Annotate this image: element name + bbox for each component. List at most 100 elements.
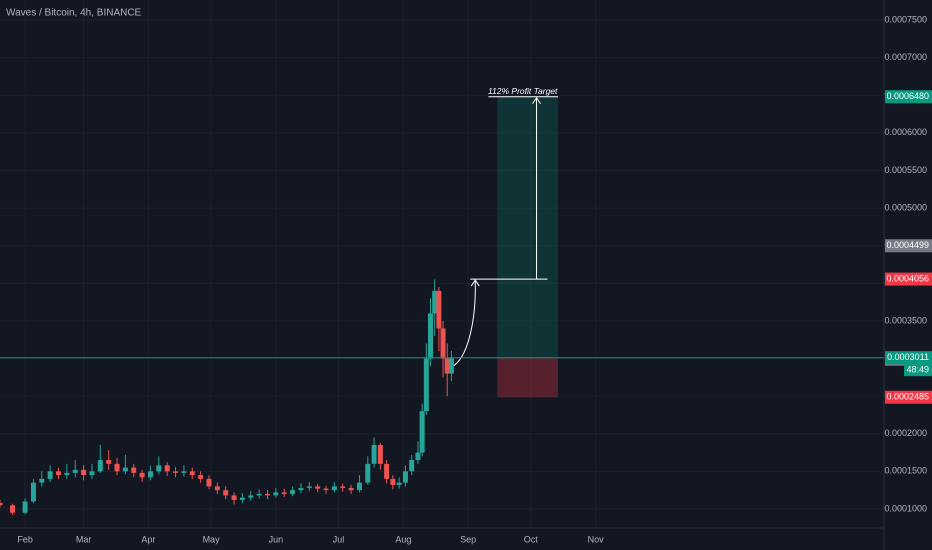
candle-body xyxy=(89,471,95,476)
candle-body xyxy=(256,493,262,496)
candle-body xyxy=(156,465,162,472)
candle-body xyxy=(198,475,204,479)
price-tag-bg xyxy=(885,239,932,253)
candle-body xyxy=(323,488,329,491)
candle-body xyxy=(147,471,153,478)
candle-body xyxy=(106,460,112,464)
price-tag: 0.0004056 xyxy=(886,273,929,283)
current-price-tag: 0.0003011 xyxy=(887,352,929,362)
candle-body xyxy=(164,465,170,472)
x-tick-label: Mar xyxy=(76,534,92,544)
candle-body xyxy=(281,492,287,494)
candle-body xyxy=(231,495,237,500)
y-tick-label: 0.0007000 xyxy=(884,52,927,62)
candle-body xyxy=(189,471,195,476)
y-tick-label: 0.0005500 xyxy=(884,165,927,175)
candle-body xyxy=(415,452,421,461)
candle-body xyxy=(30,482,36,502)
annotation: 112% Profit Target xyxy=(488,86,558,96)
candle-body xyxy=(390,478,396,485)
candle-body xyxy=(428,313,434,359)
candle-body xyxy=(436,290,442,329)
y-tick-label: 0.0003500 xyxy=(884,315,927,325)
candle-body xyxy=(97,460,103,472)
y-tick-label: 0.0007500 xyxy=(884,14,927,24)
y-tick-label: 0.0001500 xyxy=(884,466,927,476)
y-tick-label: 0.0005000 xyxy=(884,202,927,212)
candle-body xyxy=(348,487,354,491)
current-price-tag-bg xyxy=(885,351,932,365)
candle-body xyxy=(340,486,346,488)
x-tick-label: Feb xyxy=(17,534,33,544)
x-tick-label: Apr xyxy=(141,534,155,544)
candle-body xyxy=(181,471,187,473)
candle-body xyxy=(0,502,3,506)
price-tag-bg xyxy=(885,390,932,404)
curved-arrowhead xyxy=(470,279,480,287)
candle-body xyxy=(173,471,179,473)
candle-body xyxy=(306,486,312,488)
x-tick-label: May xyxy=(203,534,221,544)
candle-body xyxy=(264,493,270,496)
x-tick-label: Nov xyxy=(588,534,605,544)
candle-body xyxy=(122,467,128,472)
target-arrowhead xyxy=(532,96,541,105)
plot: 112% Profit Target xyxy=(0,86,884,515)
candle-body xyxy=(248,495,254,498)
candle-body xyxy=(114,463,120,472)
price-tag: 0.0006480 xyxy=(886,91,929,101)
grid xyxy=(0,0,884,528)
candle-body xyxy=(239,497,245,500)
y-tick-label: 0.0001000 xyxy=(884,503,927,513)
candle-body xyxy=(72,469,78,473)
countdown-bg xyxy=(904,364,932,377)
x-tick-label: Aug xyxy=(395,534,411,544)
x-tick-label: Sep xyxy=(460,534,476,544)
candle-body xyxy=(402,471,408,483)
candle-body xyxy=(10,505,16,513)
price-tag-bg xyxy=(885,272,932,286)
candle-body xyxy=(371,445,377,464)
candle-body xyxy=(448,357,454,374)
candle-body xyxy=(223,490,229,496)
candle-body xyxy=(396,482,402,485)
target-zone xyxy=(497,96,558,358)
stop-zone xyxy=(497,357,558,398)
curved-arrow xyxy=(450,281,476,368)
candle-body xyxy=(365,463,371,483)
price-tag-bg xyxy=(885,90,932,104)
countdown: 48:49 xyxy=(906,365,929,375)
candle-body xyxy=(139,472,145,478)
candle-body xyxy=(47,471,53,479)
candle-body xyxy=(377,445,383,464)
x-tick-label: Oct xyxy=(524,534,539,544)
candle-body xyxy=(298,487,304,491)
price-tag: 0.0004499 xyxy=(886,240,929,250)
y-tick-label: 0.0006000 xyxy=(884,127,927,137)
candle-body xyxy=(64,472,70,476)
x-tick-label: Jul xyxy=(333,534,345,544)
candle-body xyxy=(214,486,220,491)
candle-body xyxy=(315,486,321,489)
candle-body xyxy=(131,467,137,473)
candle-body xyxy=(81,469,87,476)
y-tick-label: 0.0002000 xyxy=(884,428,927,438)
candle-body xyxy=(331,486,337,491)
candle-body xyxy=(273,492,279,496)
candle-body xyxy=(384,463,390,479)
candle-body xyxy=(356,482,362,491)
candle-body xyxy=(423,358,429,412)
x-tick-label: Jun xyxy=(269,534,284,544)
candle-body xyxy=(444,358,450,374)
candle-body xyxy=(409,460,415,472)
candle-body xyxy=(440,328,446,359)
candle-body xyxy=(419,411,425,453)
candle-body xyxy=(39,478,45,483)
chart-title: Waves / Bitcoin, 4h, BINANCE xyxy=(6,8,142,19)
candle-body xyxy=(290,490,296,494)
price-tag: 0.0002485 xyxy=(886,392,929,402)
candle-body xyxy=(56,471,62,476)
candle-body xyxy=(206,478,212,487)
